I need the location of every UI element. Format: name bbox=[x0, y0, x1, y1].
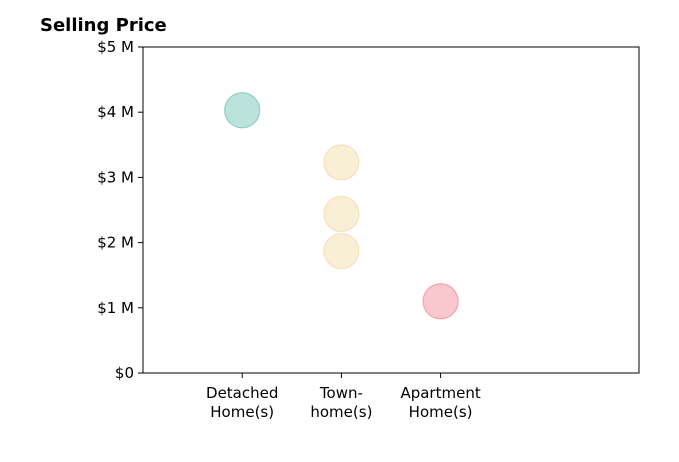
y-tick-label: $4 M bbox=[97, 103, 134, 121]
x-tick-label-line: Home(s) bbox=[409, 403, 473, 421]
chart-title: Selling Price bbox=[40, 15, 167, 36]
x-tick-label-line: home(s) bbox=[310, 403, 372, 421]
y-tick-label: $5 M bbox=[97, 38, 134, 56]
data-point bbox=[323, 195, 360, 233]
data-point bbox=[422, 283, 459, 320]
y-axis: $0 $1 M $2 M $3 M $4 M $5 M bbox=[97, 38, 143, 382]
points-layer bbox=[224, 92, 459, 320]
x-tick-label-line: Home(s) bbox=[210, 403, 274, 421]
x-tick-label-line: Apartment bbox=[400, 384, 480, 402]
x-tick-label-line: Detached bbox=[206, 384, 278, 402]
y-tick-label: $1 M bbox=[97, 299, 134, 317]
x-tick-label: Town-home(s) bbox=[310, 384, 372, 421]
x-axis: Detached Home(s)Town-home(s)Apartment Home… bbox=[206, 373, 481, 421]
y-tick-label: $2 M bbox=[97, 234, 134, 252]
data-point bbox=[323, 144, 360, 181]
y-tick-label: $0 bbox=[115, 364, 134, 382]
y-tick-label: $3 M bbox=[97, 168, 134, 186]
x-tick-label: Apartment Home(s) bbox=[400, 384, 480, 421]
x-tick-label: Detached Home(s) bbox=[206, 384, 278, 421]
data-point bbox=[323, 232, 360, 270]
data-point bbox=[224, 92, 261, 129]
x-tick-label-line: Town- bbox=[319, 384, 363, 402]
plot-frame bbox=[142, 46, 640, 374]
